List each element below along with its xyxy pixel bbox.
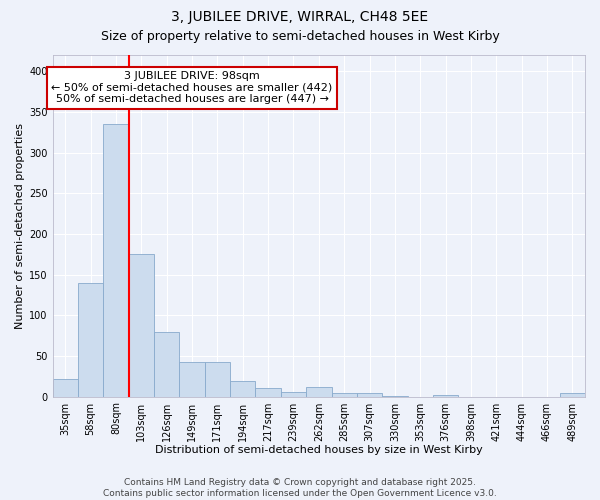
Bar [78,282,103,397]
Bar [154,332,179,396]
Text: Contains HM Land Registry data © Crown copyright and database right 2025.
Contai: Contains HM Land Registry data © Crown c… [103,478,497,498]
Bar [103,124,129,396]
Y-axis label: Number of semi-detached properties: Number of semi-detached properties [15,123,25,329]
Bar [560,394,585,396]
Bar [332,392,357,396]
Bar [433,395,458,396]
Bar [306,387,332,396]
Bar [129,254,154,396]
Text: 3 JUBILEE DRIVE: 98sqm
← 50% of semi-detached houses are smaller (442)
50% of se: 3 JUBILEE DRIVE: 98sqm ← 50% of semi-det… [52,72,333,104]
Bar [256,388,281,396]
Text: Size of property relative to semi-detached houses in West Kirby: Size of property relative to semi-detach… [101,30,499,43]
Text: 3, JUBILEE DRIVE, WIRRAL, CH48 5EE: 3, JUBILEE DRIVE, WIRRAL, CH48 5EE [172,10,428,24]
Bar [281,392,306,396]
Bar [179,362,205,396]
X-axis label: Distribution of semi-detached houses by size in West Kirby: Distribution of semi-detached houses by … [155,445,483,455]
Bar [230,381,256,396]
Bar [53,378,78,396]
Bar [357,394,382,396]
Bar [205,362,230,396]
